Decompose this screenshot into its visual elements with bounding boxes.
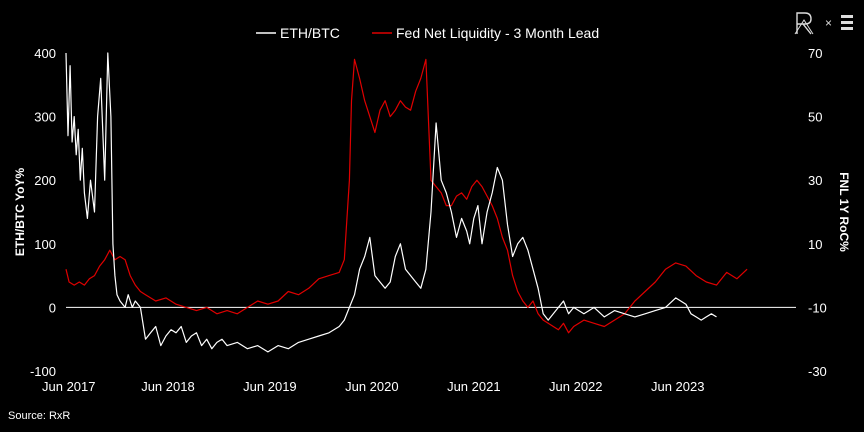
x-tick-label: Jun 2021 [447,379,501,394]
logo-separator: × [824,16,832,30]
x-axis-ticks: Jun 2017 Jun 2018 Jun 2019 Jun 2020 Jun 2021… [42,379,704,394]
left-tick-label: 300 [34,110,56,125]
logo: × [791,10,854,36]
right-tick-label: 50 [808,110,822,125]
series-line-fed-net-liquidity [65,58,748,334]
left-tick-label: 200 [34,173,56,188]
x-tick-label: Jun 2022 [549,379,603,394]
legend: ETH/BTC Fed Net Liquidity - 3 Month Lead [256,25,599,41]
right-tick-label: 70 [808,46,822,61]
series-layer [65,52,748,353]
legend-label-fed-net-liquidity: Fed Net Liquidity - 3 Month Lead [396,25,599,41]
left-axis-ticks: -100 0 100 200 300 400 [30,46,56,379]
left-tick-label: 100 [34,237,56,252]
left-tick-label: 400 [34,46,56,61]
x-tick-label: Jun 2020 [345,379,399,394]
series-line-eth-btc [65,52,717,353]
x-tick-label: Jun 2017 [42,379,96,394]
left-axis-title: ETH/BTC YoY% [13,168,27,257]
right-tick-label: 10 [808,237,822,252]
x-tick-label: Jun 2023 [651,379,705,394]
x-tick-label: Jun 2019 [243,379,297,394]
right-tick-label: -10 [808,300,827,315]
right-tick-label: 30 [808,173,822,188]
right-axis-title: FNL 1Y RoC% [837,172,851,252]
rxr-monogram-icon [794,12,814,35]
legend-label-eth-btc: ETH/BTC [280,25,340,41]
x-tick-label: Jun 2018 [141,379,195,394]
left-tick-label: 0 [49,300,56,315]
bars-logo-icon [841,15,853,30]
right-axis-ticks: -30 -10 10 30 50 70 [808,46,827,379]
source-note: Source: RxR [8,410,71,422]
right-tick-label: -30 [808,364,827,379]
left-tick-label: -100 [30,364,56,379]
